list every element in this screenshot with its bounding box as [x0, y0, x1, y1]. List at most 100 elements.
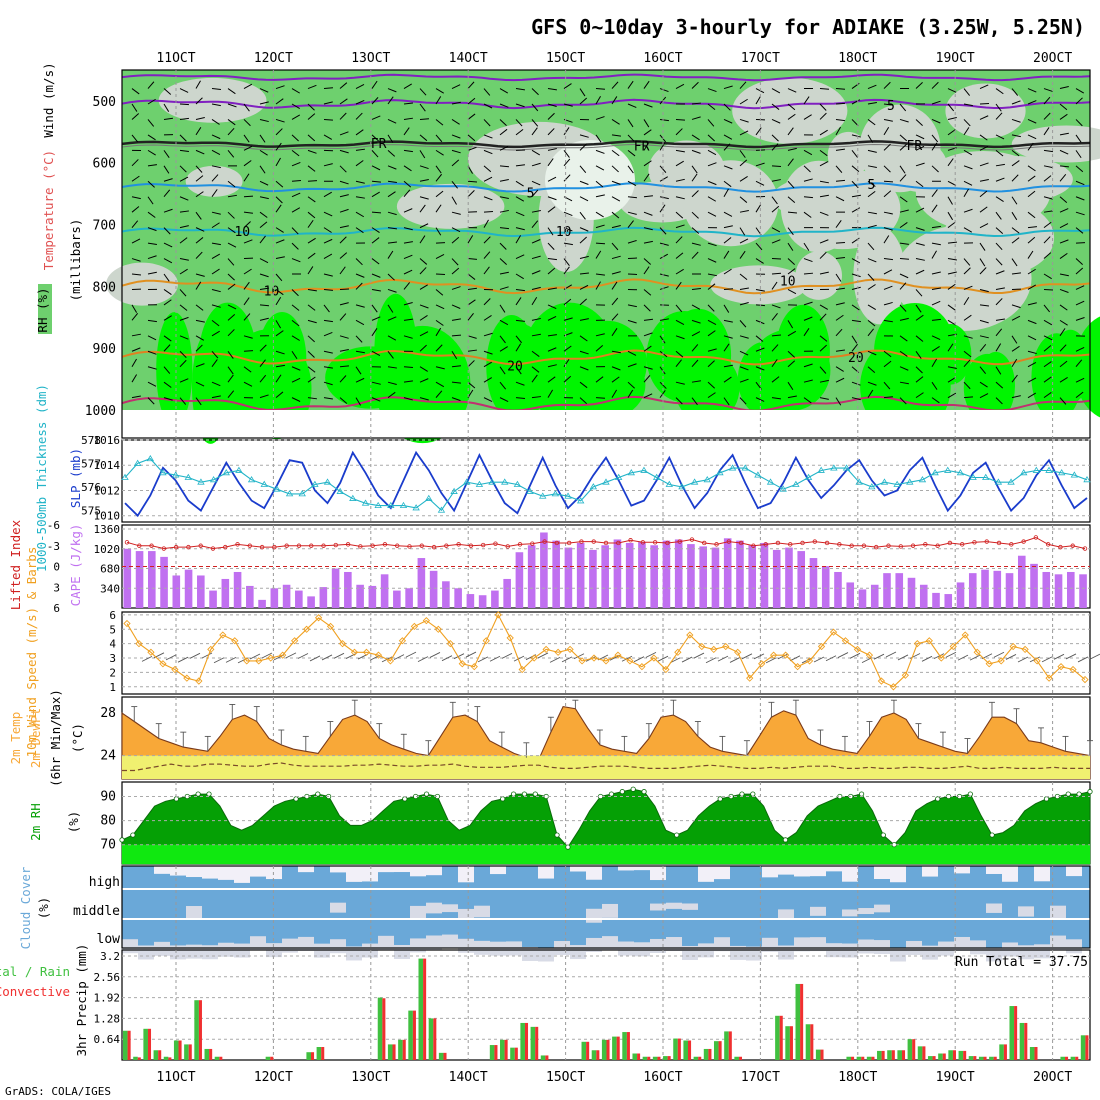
wind-tick: 6	[109, 609, 116, 622]
wind-barb	[723, 304, 730, 313]
wind-barb	[1011, 174, 1019, 182]
wind-barb	[179, 117, 189, 120]
wind-barb	[595, 242, 606, 245]
precip-conv-bar	[851, 1056, 855, 1060]
wind-barb	[259, 344, 267, 352]
wind10m-marker	[135, 640, 143, 648]
wind-barb	[419, 196, 429, 200]
wind-barb	[531, 374, 538, 383]
wind-barb	[163, 150, 170, 159]
wind-barb	[915, 392, 924, 399]
wind-barb	[771, 397, 781, 400]
wind-barb	[1075, 88, 1085, 94]
wind-barb	[371, 288, 381, 292]
wind-barb	[611, 366, 621, 371]
wind-barb	[739, 320, 747, 328]
wind-barb	[1043, 210, 1053, 213]
temp2m-label-2: 2m DewPt	[28, 708, 43, 768]
wind-barb	[739, 397, 747, 405]
wind-barb	[579, 88, 586, 97]
wind-barb	[643, 160, 652, 167]
cape-bar	[417, 558, 426, 608]
wind10m-barb	[213, 657, 225, 664]
wind-barb	[579, 97, 588, 105]
cape-bar	[870, 584, 879, 608]
precip-conv-bar	[514, 1047, 518, 1060]
wind-barb	[227, 374, 234, 383]
cape-bar	[785, 547, 793, 608]
wind-barb	[931, 358, 938, 367]
wind-barb	[915, 207, 925, 213]
wind-barb	[195, 127, 202, 136]
high-cloud-gap	[794, 866, 810, 877]
wind-barb	[979, 393, 989, 399]
wind-barb	[611, 297, 619, 306]
wind-barb	[1059, 86, 1069, 90]
low-cloud-gap	[634, 942, 650, 957]
wind-barb	[243, 134, 250, 143]
wind-barb	[579, 134, 589, 138]
temp2m-label-1: 2m Temp	[8, 712, 23, 765]
wind-barb	[995, 242, 1003, 251]
wind-barb	[1027, 88, 1037, 93]
wind-barb	[227, 314, 236, 321]
wind-barb	[723, 364, 733, 368]
precip-total-bar	[438, 1052, 444, 1060]
high-cloud-gap	[586, 866, 602, 880]
wind-barb	[723, 143, 731, 151]
wind-barb	[787, 395, 797, 399]
cape-bar	[699, 546, 707, 608]
wind-barb	[291, 350, 298, 360]
wind-barb	[179, 289, 187, 297]
wind-barb	[259, 165, 266, 174]
rh2m-marker	[674, 832, 680, 838]
wind10m-marker	[422, 616, 431, 625]
wind-barb	[1075, 196, 1085, 201]
wind-barb	[611, 211, 620, 219]
wind-barb	[899, 209, 909, 213]
precip-total-bar	[978, 1056, 984, 1060]
wind-barb	[163, 88, 172, 95]
wind-barb	[579, 180, 589, 185]
wind-barb	[819, 180, 829, 184]
wind-barb	[1075, 347, 1085, 352]
wind-barb	[867, 119, 876, 126]
wind-barb	[275, 85, 285, 90]
rh2m-marker	[782, 837, 789, 843]
date-tick-top: 12OCT	[254, 51, 293, 66]
wind-barb	[995, 88, 1004, 95]
thickness-marker	[159, 469, 167, 476]
wind-barb	[691, 190, 699, 198]
precip-conv-bar	[688, 1040, 692, 1060]
wind10m-barb	[309, 655, 321, 662]
wind-barb	[243, 335, 253, 339]
rh2m-marker	[315, 791, 321, 797]
precip-tick: 3.2	[100, 950, 120, 963]
wind-barb	[371, 134, 379, 142]
wind-barb	[243, 83, 253, 89]
wind-barb	[1043, 236, 1051, 244]
wind10m-marker	[207, 645, 215, 654]
wind-barb	[275, 98, 284, 105]
wind-barb	[835, 328, 843, 337]
wind-barb	[275, 364, 285, 368]
wind-barb	[659, 118, 669, 122]
wind-barb	[355, 282, 363, 290]
wind-barb	[451, 365, 462, 368]
wind-barb	[995, 134, 1005, 140]
precip-conv-bar	[596, 1050, 600, 1060]
high-cloud-gap	[650, 866, 666, 881]
wind-barb	[867, 284, 876, 290]
wind-barb	[547, 315, 557, 321]
precip-conv-bar	[912, 1039, 916, 1060]
wind-barb	[979, 335, 989, 339]
wind-barb	[515, 119, 523, 127]
wind10m-barb	[1017, 656, 1029, 663]
wind-barbs	[131, 80, 1086, 406]
wind-barb	[771, 359, 778, 368]
wind-barb	[147, 180, 155, 188]
wind-barb	[451, 159, 460, 167]
wind10m-marker	[195, 677, 203, 685]
cape-bar	[148, 551, 156, 608]
wind-barb	[547, 176, 557, 182]
